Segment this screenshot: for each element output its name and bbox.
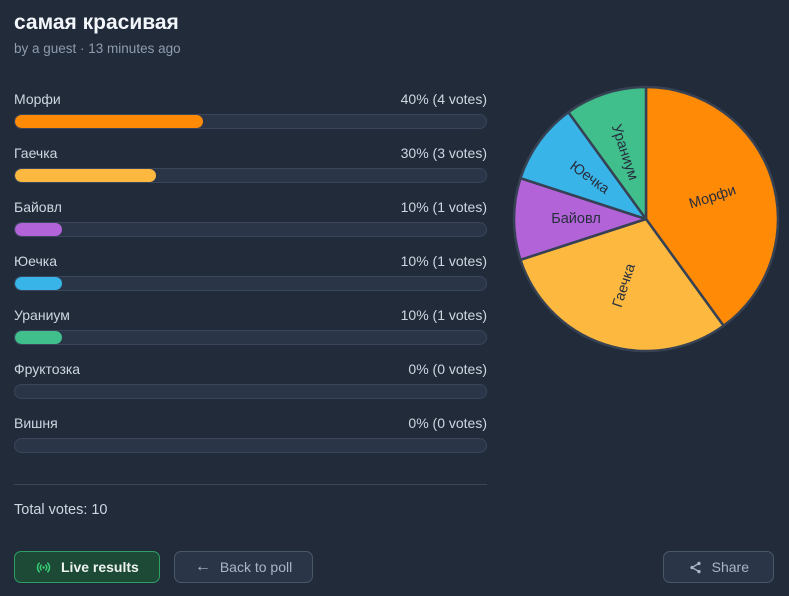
pie-slice-1 — [519, 217, 725, 353]
option-result: 0% (0 votes) — [408, 361, 487, 377]
poll-option: Ураниум 10% (1 votes) — [14, 307, 487, 345]
option-result: 10% (1 votes) — [400, 307, 487, 323]
pie-slice-3 — [519, 110, 648, 221]
progress-fill — [15, 277, 63, 290]
poll-byline: by a guest · 13 minutes ago — [14, 41, 181, 56]
option-head: Гаечка 30% (3 votes) — [14, 145, 487, 161]
share-button[interactable]: Share — [662, 551, 774, 583]
live-results-label: Live results — [61, 559, 139, 575]
back-arrow-icon: ← — [194, 558, 211, 575]
option-label: Гаечка — [14, 145, 58, 161]
option-head: Байовл 10% (1 votes) — [14, 199, 487, 215]
option-result: 10% (1 votes) — [400, 199, 487, 215]
poll-option: Гаечка 30% (3 votes) — [14, 145, 487, 183]
progress-track — [14, 114, 487, 129]
pie-slice-2 — [512, 176, 648, 262]
option-label: Юечка — [14, 253, 57, 269]
poll-option: Фруктозка 0% (0 votes) — [14, 361, 487, 399]
progress-fill — [15, 115, 204, 128]
option-result: 40% (4 votes) — [400, 91, 487, 107]
live-broadcast-icon — [35, 559, 52, 576]
option-head: Вишня 0% (0 votes) — [14, 415, 487, 431]
poll-option: Юечка 10% (1 votes) — [14, 253, 487, 291]
progress-track — [14, 330, 487, 345]
option-label: Байовл — [14, 199, 62, 215]
progress-fill — [15, 331, 63, 344]
progress-fill — [15, 169, 157, 182]
poll-option: Байовл 10% (1 votes) — [14, 199, 487, 237]
progress-track — [14, 384, 487, 399]
share-label: Share — [711, 559, 749, 575]
option-head: Ураниум 10% (1 votes) — [14, 307, 487, 323]
poll-option: Вишня 0% (0 votes) — [14, 415, 487, 453]
back-to-poll-label: Back to poll — [219, 559, 293, 575]
progress-fill — [15, 223, 63, 236]
option-label: Ураниум — [14, 307, 70, 323]
live-results-button[interactable]: Live results — [14, 551, 160, 583]
options-list: Морфи 40% (4 votes) Гаечка 30% (3 votes) Бай… — [14, 91, 487, 453]
results-column: самая красивая by a guest · 13 minutes a… — [14, 0, 487, 518]
progress-track — [14, 222, 487, 237]
footer-actions: Live results ← Back to poll Share — [14, 551, 774, 583]
option-result: 0% (0 votes) — [408, 415, 487, 431]
divider — [14, 484, 487, 485]
poll-option: Морфи 40% (4 votes) — [14, 91, 487, 129]
option-result: 30% (3 votes) — [400, 145, 487, 161]
option-label: Морфи — [14, 91, 61, 107]
footer-spacer — [313, 551, 662, 583]
option-result: 10% (1 votes) — [400, 253, 487, 269]
page-title: самая красивая — [14, 11, 179, 34]
pie-slice-0 — [644, 85, 780, 328]
option-label: Фруктозка — [14, 361, 81, 377]
option-head: Фруктозка 0% (0 votes) — [14, 361, 487, 377]
pie-slice-label: Байовл — [551, 211, 601, 227]
option-head: Морфи 40% (4 votes) — [14, 91, 487, 107]
progress-track — [14, 168, 487, 183]
option-head: Юечка 10% (1 votes) — [14, 253, 487, 269]
back-to-poll-button[interactable]: ← Back to poll — [173, 551, 314, 583]
option-label: Вишня — [14, 415, 58, 431]
share-icon — [688, 560, 703, 575]
pie-slice-4 — [567, 85, 648, 221]
progress-track — [14, 438, 487, 453]
progress-track — [14, 276, 487, 291]
total-votes: Total votes: 10 — [14, 502, 108, 518]
